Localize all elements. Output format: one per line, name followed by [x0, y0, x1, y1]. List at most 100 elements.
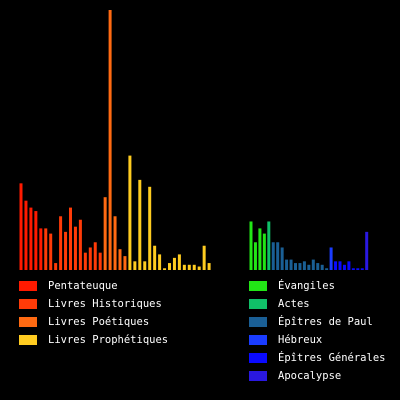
bar: [365, 231, 369, 270]
bar: [280, 247, 284, 270]
legend-swatch: [19, 317, 37, 327]
bar: [138, 179, 142, 270]
bar: [356, 268, 360, 270]
bar: [276, 242, 280, 270]
bar: [187, 264, 191, 270]
bar: [39, 228, 43, 270]
legend-label: Pentateuque: [48, 280, 118, 292]
bar: [262, 233, 266, 270]
bar: [108, 10, 112, 270]
bar: [93, 242, 97, 270]
bar: [54, 263, 58, 270]
legend-item: Épîtres Générales: [249, 349, 385, 367]
bar: [148, 186, 152, 270]
legend-swatch: [249, 281, 267, 291]
legend-swatch: [249, 317, 267, 327]
legend-swatch: [249, 299, 267, 309]
bar: [19, 183, 23, 270]
legend-item: Pentateuque: [19, 277, 168, 295]
legend-swatch: [19, 299, 37, 309]
bar: [192, 264, 196, 270]
bar: [103, 197, 107, 270]
bar: [207, 263, 211, 270]
legend-label: Livres Historiques: [48, 298, 162, 310]
legend-label: Hébreux: [278, 334, 323, 346]
legend-label: Livres Prophétiques: [48, 334, 169, 346]
legend-item: Hébreux: [249, 331, 385, 349]
legend-label: Évangiles: [278, 280, 335, 292]
legend-label: Épîtres de Paul: [278, 316, 373, 328]
bar: [289, 259, 293, 270]
legend-label: Épîtres Générales: [278, 352, 386, 364]
legend-swatch: [19, 335, 37, 345]
bar: [329, 247, 333, 270]
legend-swatch: [249, 353, 267, 363]
bar: [88, 247, 92, 270]
bar: [118, 249, 122, 270]
bar: [168, 263, 171, 270]
bar: [172, 257, 176, 270]
bar: [253, 242, 257, 270]
old-testament-bars: [19, 10, 211, 270]
legend-item: Actes: [249, 295, 385, 313]
bar: [73, 226, 77, 270]
bar: [34, 211, 38, 270]
bar-plot: [19, 10, 369, 270]
bar: [177, 254, 181, 270]
bar: [133, 261, 137, 270]
bar: [307, 264, 311, 270]
legend-item: Épîtres de Paul: [249, 313, 385, 331]
bar: [202, 245, 206, 270]
bar: [302, 261, 306, 270]
bar: [59, 216, 63, 270]
bar: [123, 256, 127, 270]
legend-label: Actes: [278, 298, 310, 310]
bar: [271, 242, 275, 270]
bar: [83, 252, 87, 270]
bar: [267, 221, 271, 270]
legend-item: Apocalypse: [249, 367, 385, 385]
bar: [69, 207, 72, 270]
legend-label: Apocalypse: [278, 370, 342, 382]
bar: [143, 261, 147, 270]
bar: [316, 263, 320, 270]
new-testament-bars: [249, 221, 369, 270]
bar: [347, 261, 351, 270]
bar: [197, 266, 201, 270]
legend-swatch: [19, 281, 37, 291]
legend-item: Livres Poétiques: [19, 313, 168, 331]
legend-swatch: [249, 335, 267, 345]
bar: [113, 216, 117, 270]
bar: [78, 219, 82, 270]
bar: [182, 264, 186, 270]
bar: [98, 252, 102, 270]
bar: [342, 264, 346, 270]
bar: [285, 259, 289, 270]
bar: [163, 268, 167, 270]
bar: [44, 228, 48, 270]
bar: [360, 268, 364, 270]
new-testament-legend: Évangiles Actes Épîtres de Paul Hébreux …: [249, 277, 385, 385]
bar: [325, 268, 329, 270]
bar: [64, 231, 68, 270]
bar: [320, 264, 324, 270]
legend-item: Livres Prophétiques: [19, 331, 168, 349]
bar: [153, 245, 157, 270]
legend-item: Livres Historiques: [19, 295, 168, 313]
legend-item: Évangiles: [249, 277, 385, 295]
bar: [49, 233, 53, 270]
old-testament-legend: Pentateuque Livres Historiques Livres Po…: [19, 277, 168, 349]
bar: [249, 221, 253, 270]
bar: [29, 207, 33, 270]
bar: [351, 268, 355, 270]
bar: [24, 200, 28, 270]
bar: [311, 259, 315, 270]
legend-label: Livres Poétiques: [48, 316, 150, 328]
bar: [298, 263, 302, 270]
bar: [338, 261, 342, 270]
legend-swatch: [249, 371, 267, 381]
bar: [334, 261, 338, 270]
bar: [294, 263, 297, 270]
bar: [128, 155, 132, 270]
